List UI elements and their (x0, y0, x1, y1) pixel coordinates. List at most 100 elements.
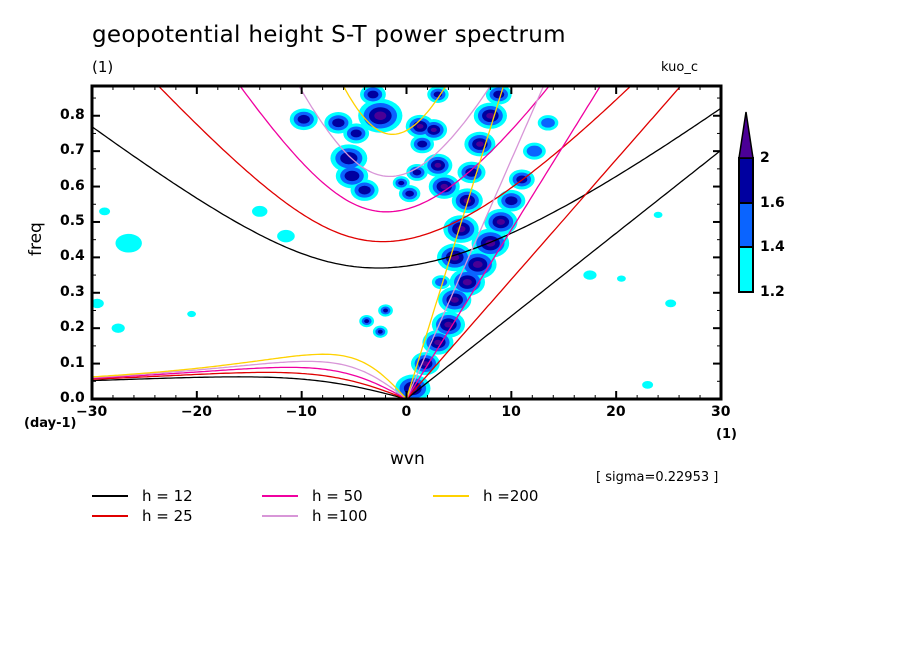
power-contour-blob (617, 275, 626, 282)
power-contour-blob (111, 323, 125, 333)
power-contour-blob (377, 329, 383, 334)
power-contour-blob (367, 90, 379, 99)
dispersion-curve-rossby (92, 366, 407, 399)
y-tick-label: 0.8 (60, 106, 85, 123)
power-contour-blob (350, 129, 362, 138)
y-tick-label: 0.0 (60, 390, 85, 406)
power-contour-blob (277, 229, 295, 243)
dispersion-curve-rossby (92, 360, 407, 399)
power-contour-blob (364, 319, 370, 324)
dispersion-curve-inertia-gravity (239, 86, 550, 213)
power-contour-blob (496, 219, 505, 225)
x-tick-label: 20 (606, 404, 626, 420)
dispersion-curve-kelvin (406, 86, 682, 399)
legend-label: h = 50 (312, 487, 363, 505)
x-axis-label: wvn (390, 449, 425, 469)
power-contour-blob (486, 112, 495, 119)
power-contour-blob (99, 207, 111, 216)
power-contour-blob (358, 185, 371, 195)
power-contour-blob (344, 170, 360, 182)
power-contours (92, 86, 677, 399)
power-contour-blob (440, 183, 448, 190)
power-contour-blob (653, 211, 663, 218)
power-contour-blob (450, 296, 459, 303)
power-contour-blob (398, 180, 405, 186)
y-tick-label: 0.1 (60, 354, 85, 371)
power-contour-blob (665, 299, 677, 308)
power-contour-blob (92, 298, 104, 309)
power-contour-blob (505, 196, 518, 206)
power-contour-blob (583, 270, 597, 280)
x-tick-label: −30 (76, 404, 108, 420)
power-contour-blob (493, 90, 505, 99)
colorbar-segment (738, 246, 754, 293)
dispersion-curve-kelvin (405, 86, 545, 399)
power-contour-blob (472, 261, 483, 268)
dispersion-curve-rossby (92, 371, 407, 399)
x-tick-label: 0 (401, 404, 412, 420)
x-tick-label: −10 (285, 404, 317, 420)
power-contour-blob (374, 111, 387, 120)
power-contour-blob (430, 127, 437, 133)
power-contour-blob (462, 278, 472, 286)
dispersion-curve-inertia-gravity (157, 86, 632, 243)
legend-swatch (262, 515, 298, 517)
power-contour-blob (115, 233, 142, 253)
legend-label: h =100 (312, 507, 368, 525)
dispersion-curve-inertia-gravity (92, 107, 721, 269)
colorbar-label: 1.2 (760, 284, 785, 300)
dispersion-curve-inertia-gravity (342, 86, 447, 135)
y-tick-label: 0.5 (60, 212, 85, 229)
legend-label: h = 25 (142, 507, 193, 525)
power-contour-blob (297, 114, 310, 124)
dispersion-curve-kelvin (405, 86, 602, 399)
legend-swatch (92, 495, 128, 497)
legend-swatch (262, 495, 298, 497)
power-contour-blob (444, 321, 453, 328)
power-contour-blob (417, 140, 428, 148)
legend-label: h = 12 (142, 487, 193, 505)
dispersion-curve-rossby (92, 376, 407, 399)
legend-label: h =200 (483, 487, 539, 505)
power-contour-blob (435, 277, 448, 287)
dispersion-curve-rossby (92, 353, 407, 399)
legend-swatch (92, 515, 128, 517)
power-contour-blob (434, 162, 442, 168)
chart-subtitle-unit: (1) (92, 58, 114, 76)
x-tick-label: −20 (180, 404, 213, 420)
y-tick-label: 0.7 (60, 142, 85, 159)
y-tick-label: 0.3 (60, 283, 85, 300)
power-contour-blob (434, 339, 442, 345)
power-contour-blob (252, 205, 268, 217)
colorbar (738, 111, 754, 293)
dispersion-curve-kelvin (405, 86, 505, 399)
x-tick-label: 10 (501, 404, 521, 420)
colorbar-extend-triangle (738, 111, 754, 159)
y-tick-label: 0.6 (60, 177, 85, 194)
power-contour-blob (416, 123, 424, 129)
power-contour-blob (412, 169, 422, 176)
dispersion-curve-kelvin (406, 149, 721, 399)
colorbar-label: 2 (760, 150, 770, 166)
plot-frame (90, 84, 723, 401)
power-contour-blob (332, 118, 345, 128)
power-contour-blob (642, 380, 654, 389)
power-contour-blob (187, 310, 196, 318)
power-contour-blob (465, 168, 478, 177)
x-tick-label: 30 (711, 404, 731, 420)
sigma-annotation: [ sigma=0.22953 ] (596, 470, 719, 485)
power-contour-blob (383, 308, 388, 313)
y-axis-label: freq (26, 222, 46, 256)
colorbar-segment (738, 202, 754, 248)
y-axis-unit: (day-1) (24, 416, 77, 431)
y-tick-label: 0.2 (60, 319, 85, 336)
dispersion-curve-inertia-gravity (298, 86, 492, 178)
y-tick-label: 0.4 (60, 248, 85, 265)
legend-swatch (433, 495, 469, 497)
power-contour-blob (405, 190, 414, 197)
colorbar-segment (738, 157, 754, 204)
dispersion-curves (92, 86, 721, 399)
dataset-label: kuo_c (661, 60, 698, 75)
axis-ticks (91, 86, 722, 400)
